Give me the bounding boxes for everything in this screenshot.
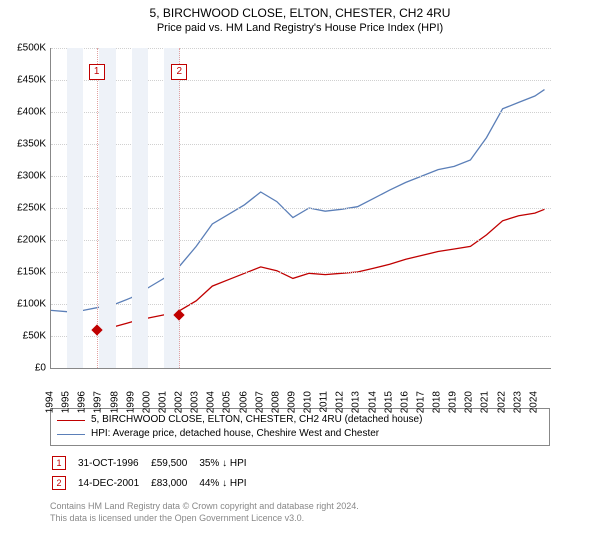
sale-date: 14-DEC-2001 — [78, 474, 149, 492]
y-axis-label: £500K — [0, 43, 46, 54]
chart-container: 12 £0£50K£100K£150K£200K£250K£300K£350K£… — [0, 38, 560, 408]
footer-line: Contains HM Land Registry data © Crown c… — [50, 500, 600, 512]
sale-pct: 44% ↓ HPI — [199, 474, 256, 492]
x-axis-label: 2005 — [222, 391, 233, 413]
y-axis-label: £0 — [0, 363, 46, 374]
x-axis-label: 2001 — [157, 391, 168, 413]
y-axis-label: £100K — [0, 299, 46, 310]
legend-row: 5, BIRCHWOOD CLOSE, ELTON, CHESTER, CH2 … — [57, 413, 543, 427]
y-axis-label: £350K — [0, 139, 46, 150]
x-axis-label: 2003 — [190, 391, 201, 413]
sale-price: £83,000 — [151, 474, 197, 492]
sale-marker-icon: 1 — [52, 456, 66, 470]
footer-line: This data is licensed under the Open Gov… — [50, 512, 600, 524]
sale-marker-box: 1 — [89, 64, 105, 80]
y-axis-label: £250K — [0, 203, 46, 214]
x-axis-label: 2024 — [528, 391, 539, 413]
chart-subtitle: Price paid vs. HM Land Registry's House … — [0, 22, 600, 34]
chart-title: 5, BIRCHWOOD CLOSE, ELTON, CHESTER, CH2 … — [0, 6, 600, 20]
sale-date: 31-OCT-1996 — [78, 454, 149, 472]
sales-table: 1 31-OCT-1996 £59,500 35% ↓ HPI 2 14-DEC… — [50, 452, 259, 494]
x-axis-label: 2017 — [415, 391, 426, 413]
footer: Contains HM Land Registry data © Crown c… — [50, 500, 600, 524]
legend: 5, BIRCHWOOD CLOSE, ELTON, CHESTER, CH2 … — [50, 408, 550, 446]
x-axis-label: 1996 — [77, 391, 88, 413]
x-axis-label: 2014 — [367, 391, 378, 413]
y-axis-label: £50K — [0, 331, 46, 342]
x-axis-label: 2012 — [335, 391, 346, 413]
legend-row: HPI: Average price, detached house, Ches… — [57, 427, 543, 441]
x-axis-label: 2002 — [174, 391, 185, 413]
table-row: 2 14-DEC-2001 £83,000 44% ↓ HPI — [52, 474, 257, 492]
x-axis-label: 2006 — [238, 391, 249, 413]
x-axis-label: 2020 — [464, 391, 475, 413]
plot-area: 12 — [50, 48, 551, 369]
legend-swatch — [57, 420, 85, 421]
legend-label: HPI: Average price, detached house, Ches… — [91, 427, 379, 441]
x-axis-label: 2008 — [270, 391, 281, 413]
sale-marker-box: 2 — [171, 64, 187, 80]
legend-swatch — [57, 434, 85, 435]
x-axis-label: 2016 — [399, 391, 410, 413]
x-axis-label: 2013 — [351, 391, 362, 413]
y-axis-label: £300K — [0, 171, 46, 182]
x-axis-label: 1998 — [109, 391, 120, 413]
x-axis-label: 1997 — [93, 391, 104, 413]
x-axis-label: 2018 — [432, 391, 443, 413]
x-axis-label: 2004 — [206, 391, 217, 413]
y-axis-label: £450K — [0, 75, 46, 86]
x-axis-label: 2010 — [303, 391, 314, 413]
table-row: 1 31-OCT-1996 £59,500 35% ↓ HPI — [52, 454, 257, 472]
x-axis-label: 2015 — [383, 391, 394, 413]
x-axis-label: 2011 — [319, 391, 330, 413]
x-axis-label: 2019 — [448, 391, 459, 413]
x-axis-label: 2007 — [254, 391, 265, 413]
x-axis-label: 2021 — [480, 391, 491, 413]
x-axis-label: 2000 — [141, 391, 152, 413]
x-axis-label: 1999 — [125, 391, 136, 413]
y-axis-label: £400K — [0, 107, 46, 118]
sale-marker-icon: 2 — [52, 476, 66, 490]
legend-label: 5, BIRCHWOOD CLOSE, ELTON, CHESTER, CH2 … — [91, 413, 422, 427]
sale-pct: 35% ↓ HPI — [199, 454, 256, 472]
x-axis-label: 1994 — [45, 391, 56, 413]
y-axis-label: £200K — [0, 235, 46, 246]
y-axis-label: £150K — [0, 267, 46, 278]
x-axis-label: 2022 — [496, 391, 507, 413]
sale-price: £59,500 — [151, 454, 197, 472]
series-hpi — [51, 90, 545, 312]
x-axis-label: 2009 — [286, 391, 297, 413]
x-axis-label: 1995 — [61, 391, 72, 413]
x-axis-label: 2023 — [512, 391, 523, 413]
